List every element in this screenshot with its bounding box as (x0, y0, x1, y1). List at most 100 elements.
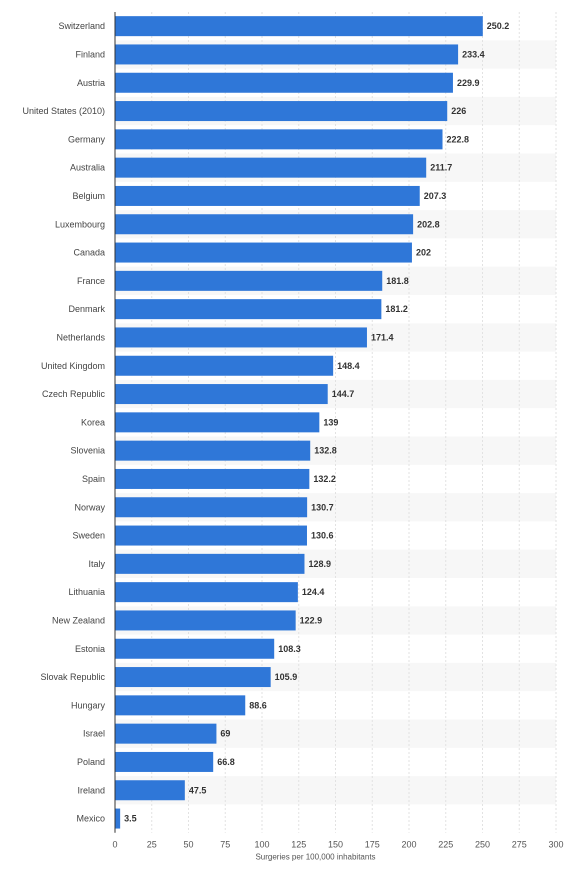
category-label: Mexico (76, 814, 105, 824)
bar (115, 638, 275, 659)
bar (115, 553, 305, 574)
category-label: Switzerland (58, 21, 105, 31)
category-label: United States (2010) (22, 106, 105, 116)
category-label: Luxembourg (55, 219, 105, 229)
bar (115, 751, 214, 772)
category-label: Czech Republic (42, 389, 106, 399)
value-label: 130.7 (311, 502, 334, 512)
bar (115, 72, 453, 93)
value-label: 226 (451, 106, 466, 116)
category-label: Denmark (68, 304, 105, 314)
x-tick-label: 225 (438, 840, 453, 850)
bar (115, 384, 328, 405)
category-label: Lithuania (68, 587, 105, 597)
category-label: Norway (74, 502, 105, 512)
value-label: 207.3 (424, 191, 447, 201)
category-label: Germany (68, 134, 106, 144)
category-label: Poland (77, 757, 105, 767)
category-labels: Switzerland Finland Austria United States (… (22, 21, 105, 823)
x-axis-title: Surgeries per 100,000 inhabitants (255, 853, 375, 862)
category-label: Finland (75, 49, 105, 59)
x-tick-label: 150 (328, 840, 343, 850)
x-tick-label: 100 (254, 840, 269, 850)
bar (115, 525, 307, 546)
bar (115, 780, 185, 801)
category-label: Sweden (72, 531, 105, 541)
category-label: Australia (70, 163, 105, 173)
value-label: 47.5 (189, 785, 207, 795)
category-label: Estonia (75, 644, 105, 654)
x-tick-label: 175 (365, 840, 380, 850)
bar (115, 468, 310, 489)
value-label: 3.5 (124, 814, 137, 824)
bar (115, 497, 308, 518)
bar (115, 101, 448, 122)
category-label: Korea (81, 417, 105, 427)
value-label: 108.3 (278, 644, 301, 654)
value-label: 229.9 (457, 78, 480, 88)
bar (115, 440, 311, 461)
category-label: United Kingdom (41, 361, 105, 371)
bar (115, 299, 382, 320)
value-label: 139 (323, 417, 338, 427)
value-label: 250.2 (487, 21, 510, 31)
bar (115, 723, 217, 744)
bar (115, 242, 412, 263)
bar (115, 270, 383, 291)
x-tick-label: 250 (475, 840, 490, 850)
bar (115, 16, 483, 37)
category-label: Slovenia (70, 446, 105, 456)
value-label: 105.9 (275, 672, 298, 682)
category-label: Italy (88, 559, 105, 569)
bar (115, 610, 296, 631)
value-label: 144.7 (332, 389, 355, 399)
category-label: New Zealand (52, 615, 105, 625)
x-tick-label: 0 (112, 840, 117, 850)
x-tick-label: 200 (401, 840, 416, 850)
category-label: Slovak Republic (40, 672, 105, 682)
value-label: 202 (416, 248, 431, 258)
value-labels: 250.2 233.4 229.9 226 222.8 211.7 207.3 202.8 20… (124, 21, 509, 823)
value-label: 148.4 (337, 361, 360, 371)
x-tick-label: 125 (291, 840, 306, 850)
bar (115, 808, 121, 829)
bar (115, 695, 246, 716)
value-label: 132.2 (313, 474, 336, 484)
bar (115, 582, 298, 603)
category-label: Canada (73, 248, 105, 258)
category-label: Austria (77, 78, 105, 88)
x-tick-label: 300 (548, 840, 563, 850)
category-label: France (77, 276, 105, 286)
value-label: 128.9 (308, 559, 331, 569)
bar (115, 157, 427, 178)
value-label: 130.6 (311, 531, 334, 541)
value-label: 124.4 (302, 587, 325, 597)
value-label: 66.8 (217, 757, 235, 767)
value-label: 88.6 (249, 700, 267, 710)
value-label: 222.8 (447, 134, 470, 144)
category-label: Hungary (71, 700, 106, 710)
bar (115, 185, 420, 206)
category-label: Israel (83, 729, 105, 739)
x-tick-label: 50 (183, 840, 193, 850)
value-label: 171.4 (371, 332, 394, 342)
bar (115, 667, 271, 688)
value-label: 69 (220, 729, 230, 739)
category-label: Ireland (77, 785, 105, 795)
value-label: 233.4 (462, 49, 485, 59)
bar (115, 129, 443, 150)
value-label: 181.2 (385, 304, 408, 314)
x-tick-label: 75 (220, 840, 230, 850)
bar (115, 355, 334, 376)
value-label: 202.8 (417, 219, 440, 229)
category-label: Spain (82, 474, 105, 484)
x-tick-label: 275 (512, 840, 527, 850)
bar (115, 214, 414, 235)
x-tick-labels: 0 25 50 75 100 125 150 175 200 225 250 275 300 (112, 840, 563, 850)
bar (115, 44, 459, 65)
x-tick-label: 25 (147, 840, 157, 850)
bars (115, 16, 483, 829)
category-label: Netherlands (56, 332, 105, 342)
bar (115, 412, 320, 433)
